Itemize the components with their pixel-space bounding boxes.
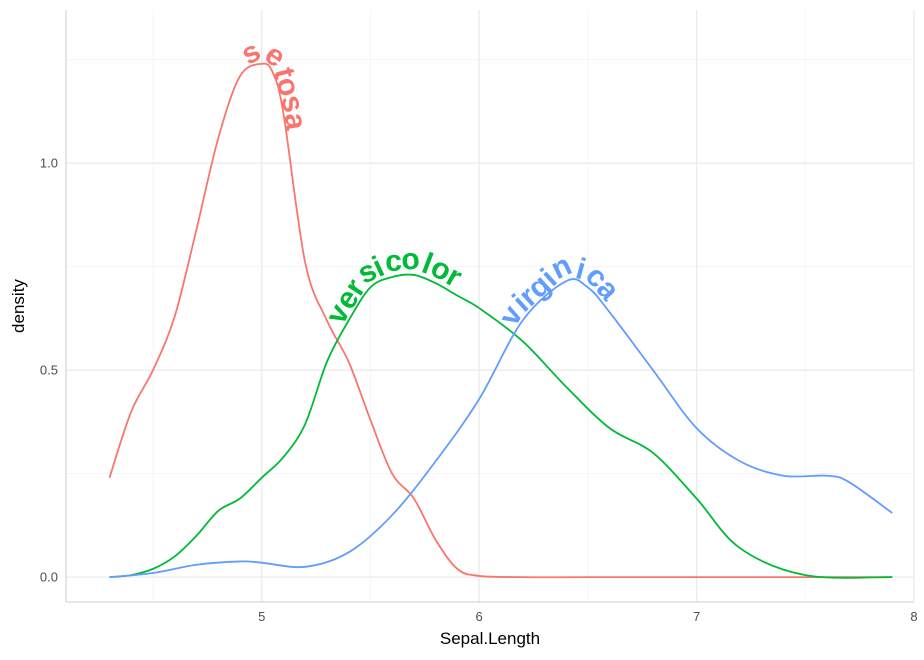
curve-layer: [108, 62, 893, 579]
series-line-setosa: [108, 62, 893, 579]
y-tick-label: 1.0: [40, 156, 58, 171]
series-label-versicolor: versicolor: [320, 242, 468, 329]
series-line-versicolor: [109, 273, 893, 579]
x-tick-label: 5: [258, 609, 265, 624]
x-axis-title: Sepal.Length: [440, 629, 540, 648]
series-label-text-virginica: virginica: [493, 248, 626, 331]
grid-layer: [66, 10, 915, 602]
series-label-text-setosa: setosa: [236, 35, 313, 133]
y-tick-label: 0.5: [40, 363, 58, 378]
y-tick-label: 0.0: [40, 570, 58, 585]
y-axis-title: density: [9, 279, 28, 333]
x-tick-label: 8: [910, 609, 917, 624]
series-label-text-versicolor: versicolor: [320, 242, 468, 329]
x-tick-label: 6: [476, 609, 483, 624]
label-layer: setosa versicolor virginica: [236, 35, 626, 331]
series-label-setosa: setosa: [236, 35, 313, 133]
axes-layer: 5 6 7 8 0.0 0.5 1.0: [40, 10, 918, 624]
series-line-virginica: [109, 278, 893, 579]
x-tick-label: 7: [693, 609, 700, 624]
series-label-virginica: virginica: [493, 248, 626, 331]
